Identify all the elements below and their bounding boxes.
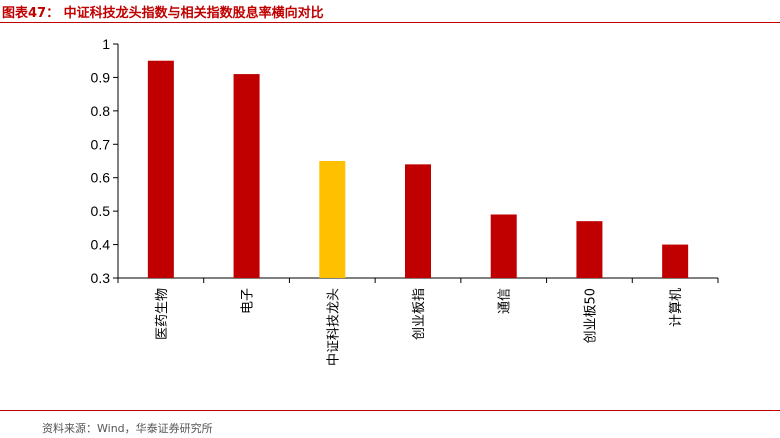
- x-category-label: 创业板指: [412, 288, 427, 340]
- y-tick-label: 0.3: [91, 270, 111, 286]
- y-tick-label: 1: [102, 36, 110, 52]
- x-category-label: 通信: [498, 288, 513, 314]
- title-bar: 图表47： 中证科技龙头指数与相关指数股息率横向对比: [0, 0, 780, 23]
- y-tick-label: 0.4: [91, 237, 111, 253]
- y-tick-label: 0.9: [91, 69, 111, 85]
- y-tick-label: 0.5: [91, 203, 111, 219]
- footer-divider: [0, 410, 780, 411]
- chart-title: 图表47： 中证科技龙头指数与相关指数股息率横向对比: [2, 6, 324, 21]
- x-category-label: 电子: [241, 288, 256, 314]
- source-note: 资料来源：Wind，华泰证券研究所: [42, 422, 213, 435]
- bar-7: [662, 244, 689, 278]
- bar-5: [490, 214, 517, 278]
- y-tick-label: 0.6: [91, 170, 111, 186]
- bar-4: [405, 164, 431, 278]
- bar-6: [576, 221, 603, 278]
- bar-chart: 0.3 0.4 0.5 0.6 0.7 0.8 0.9 1 医药生物 电子 中证科技龙头 创业板指 通信…: [91, 36, 719, 366]
- x-category-label: 医药生物: [155, 288, 170, 340]
- x-category-label: 计算机: [669, 288, 684, 327]
- bar-1: [147, 60, 174, 278]
- x-category-label: 创业板50: [583, 288, 598, 344]
- y-tick-label: 0.7: [91, 136, 111, 152]
- bar-2: [233, 74, 260, 278]
- y-tick-label: 0.8: [91, 103, 111, 119]
- bar-3: [319, 161, 346, 278]
- x-category-label: 中证科技龙头: [326, 288, 341, 366]
